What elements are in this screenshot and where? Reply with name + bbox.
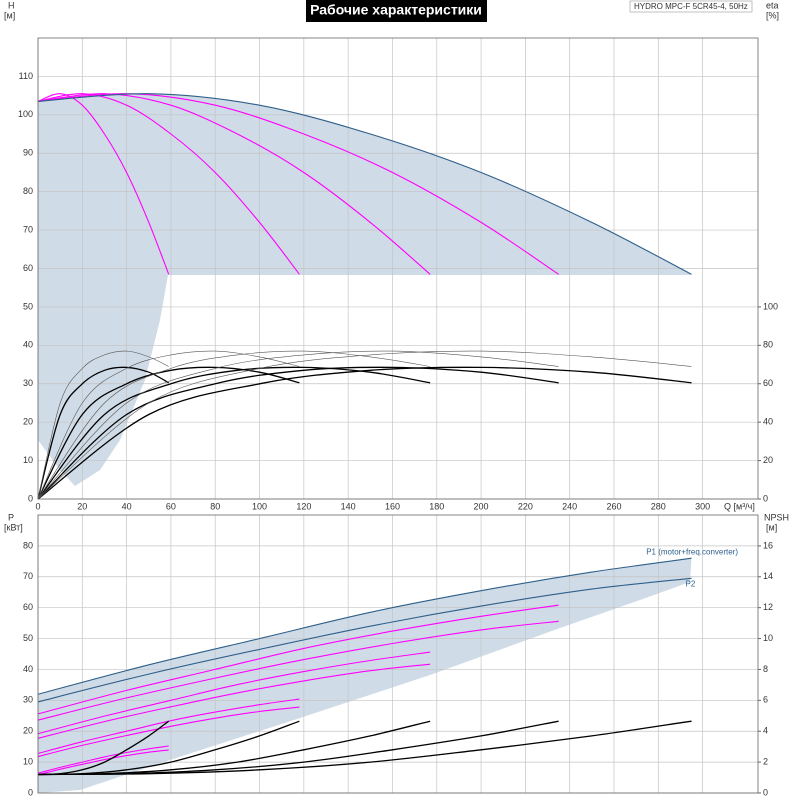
x-tick-label: 260 xyxy=(606,501,621,511)
x-tick-label: 160 xyxy=(385,501,400,511)
curve xyxy=(37,698,300,755)
x-tick-label: 120 xyxy=(296,501,311,511)
x-tick-label: 100 xyxy=(252,501,267,511)
y-tick-label: 80 xyxy=(23,186,33,196)
y2-tick-label: 20 xyxy=(763,455,773,465)
top-frame xyxy=(37,37,759,500)
y2-tick-label: 8 xyxy=(763,664,768,674)
operating-area xyxy=(38,93,692,486)
curve xyxy=(37,350,559,500)
title-box xyxy=(306,0,487,22)
y2-tick-label: 6 xyxy=(763,695,768,705)
x-tick-label: 0 xyxy=(35,501,40,511)
x-tick-label: 40 xyxy=(122,501,132,511)
curve xyxy=(37,350,431,500)
y-tick-label: 70 xyxy=(23,224,33,234)
y2-unit: [м] xyxy=(766,522,777,532)
y-label: P xyxy=(8,512,14,522)
y-tick-label: 90 xyxy=(23,148,33,158)
x-label: Q [м³/ч] xyxy=(724,501,755,511)
y-tick-label: 70 xyxy=(23,571,33,581)
y2-tick-label: 12 xyxy=(763,602,773,612)
x-tick-label: 240 xyxy=(562,501,577,511)
y-label: H xyxy=(8,0,15,10)
y-unit: [кВт] xyxy=(4,522,23,532)
y2-tick-label: 80 xyxy=(763,340,773,350)
x-tick-label: 220 xyxy=(518,501,533,511)
y-tick-label: 10 xyxy=(23,455,33,465)
curve xyxy=(37,749,169,776)
curve xyxy=(37,366,431,500)
y-tick-label: 60 xyxy=(23,602,33,612)
y-tick-label: 110 xyxy=(19,71,33,81)
curve xyxy=(37,577,692,703)
curve xyxy=(37,366,692,500)
y-tick-label: 0 xyxy=(28,787,33,797)
curve xyxy=(37,93,170,275)
x-tick-label: 140 xyxy=(341,501,356,511)
y2-tick-label: 4 xyxy=(763,726,768,736)
y-tick-label: 60 xyxy=(23,263,33,273)
model: HYDRO MPC-F 5CR45-4, 50Hz xyxy=(634,2,748,11)
y-tick-label: 40 xyxy=(23,340,33,350)
y-unit: [м] xyxy=(4,10,15,20)
y-tick-label: 100 xyxy=(18,109,33,119)
model-box xyxy=(629,0,753,13)
y2-unit: [%] xyxy=(766,10,779,20)
y-tick-label: 10 xyxy=(23,756,33,766)
x-tick-label: 280 xyxy=(651,501,666,511)
y2-label: eta xyxy=(766,0,779,10)
curve xyxy=(37,366,300,500)
x-tick-label: 200 xyxy=(474,501,489,511)
curve xyxy=(37,93,300,275)
y-tick-label: 30 xyxy=(23,378,33,388)
y2-label: NPSH xyxy=(764,512,789,522)
y-tick-label: 80 xyxy=(23,540,33,550)
x-tick-label: 60 xyxy=(166,501,176,511)
curves xyxy=(37,93,692,776)
curve xyxy=(37,745,169,774)
y2-tick-label: 0 xyxy=(763,787,768,797)
y2-tick-label: 40 xyxy=(763,417,773,427)
y2-tick-label: 60 xyxy=(763,378,773,388)
curve xyxy=(37,706,300,758)
title: Рабочие характеристики xyxy=(310,2,482,18)
curve xyxy=(37,557,692,695)
curve xyxy=(37,720,692,776)
curve xyxy=(37,604,559,715)
y-tick-label: 20 xyxy=(23,726,33,736)
x-tick-label: 80 xyxy=(210,501,220,511)
y2-tick-label: 10 xyxy=(763,633,773,643)
curve-label: P2 xyxy=(686,579,696,588)
y2-tick-label: 16 xyxy=(763,540,773,550)
bottom-frame xyxy=(37,514,759,794)
curve xyxy=(37,350,692,500)
curve-label: P1 (motor+freq.converter) xyxy=(646,547,738,556)
y-tick-label: 0 xyxy=(28,493,33,503)
curve xyxy=(37,366,559,500)
x-tick-label: 300 xyxy=(695,501,710,511)
operating-area xyxy=(38,558,692,793)
curve xyxy=(37,366,170,500)
y2-tick-label: 14 xyxy=(763,571,773,581)
y-tick-label: 30 xyxy=(23,695,33,705)
y-tick-label: 40 xyxy=(23,664,33,674)
y2-tick-label: 2 xyxy=(763,756,768,766)
y-tick-label: 50 xyxy=(23,633,33,643)
curve xyxy=(37,93,431,275)
x-tick-label: 180 xyxy=(429,501,444,511)
curve xyxy=(37,350,300,500)
curve xyxy=(37,663,431,739)
y-tick-label: 20 xyxy=(23,417,33,427)
curve xyxy=(37,350,169,500)
curve xyxy=(37,651,431,735)
y-tick-label: 50 xyxy=(23,301,33,311)
y2-tick-label: 100 xyxy=(763,301,778,311)
curve xyxy=(37,93,692,275)
y2-tick-label: 0 xyxy=(763,493,768,503)
x-tick-label: 20 xyxy=(77,501,87,511)
curve xyxy=(37,620,559,721)
